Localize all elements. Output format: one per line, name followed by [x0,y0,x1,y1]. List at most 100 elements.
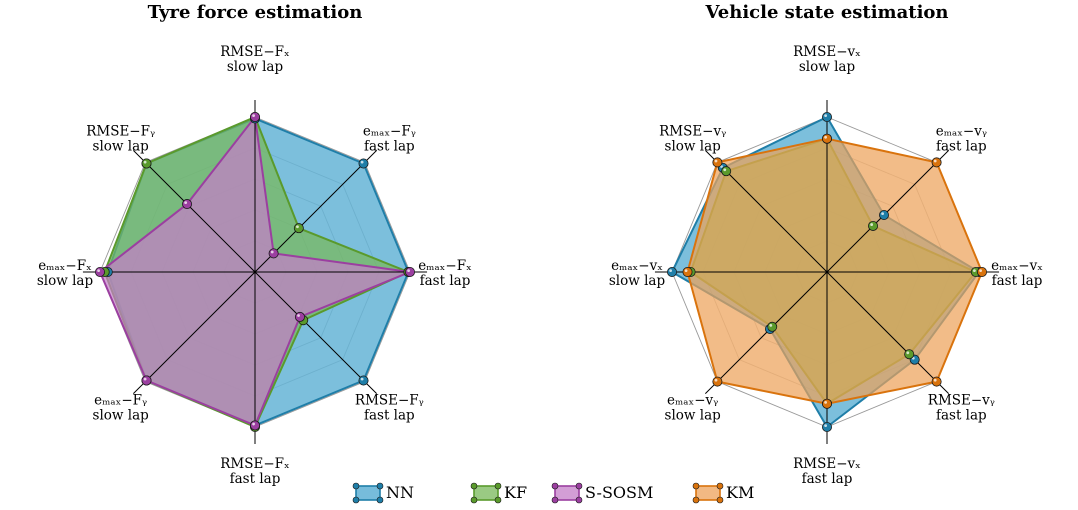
axis-line [826,271,950,395]
data-point-highlight [769,324,773,327]
data-point-s-sosm [249,112,260,123]
legend-marker [692,482,700,490]
axis-label-metric: eₘₐₓ−vₓ [991,258,1043,274]
data-point-highlight [297,314,300,317]
axis-label-lap: fast lap [420,273,471,289]
legend-marker [551,482,559,490]
data-point-s-sosm [294,311,305,322]
legend-label-nn: NN [386,483,414,502]
data-point-highlight [184,201,188,205]
data-point-km [712,157,723,168]
axis-line [132,271,256,395]
data-point-highlight [933,159,937,163]
axis-label-metric: eₘₐₓ−Fᵧ [94,392,147,408]
legend-marker [575,496,583,504]
legend-swatch-km [695,485,721,501]
data-point-highlight [97,269,100,272]
axis-label-lap: slow lap [799,59,855,75]
data-point-nn [358,375,369,386]
axis-label-metric: eₘₐₓ−vₓ [611,258,663,274]
data-point-highlight [360,377,364,381]
series-area-km [686,137,983,405]
data-point-kf [904,349,915,360]
axis-label-lap: fast lap [802,471,853,487]
data-point-highlight [824,400,827,404]
legend-marker [575,482,583,490]
axis-line [254,271,378,395]
legend-marker [716,496,724,504]
legend-label-kf: KF [504,483,527,502]
data-point-highlight [270,250,274,254]
axis-label-lap: slow lap [37,273,93,289]
data-point-nn [822,421,833,432]
data-point-s-sosm [141,375,152,386]
data-point-highlight [906,351,910,355]
data-point-nn [878,210,889,221]
axis-label-lap: fast lap [936,407,987,423]
data-point-highlight [973,269,976,272]
chart-title-tyre: Tyre force estimation [148,2,363,23]
data-point-km [682,266,693,277]
data-point-kf [293,223,304,234]
legend-marker [551,496,559,504]
legend-marker [494,496,502,504]
data-point-nn [822,112,833,123]
legend-marker [376,496,384,504]
data-point-km [977,266,988,277]
axis-label-lap: slow lap [665,139,721,155]
axis-label-lap: fast lap [936,139,987,155]
data-point-nn [667,266,678,277]
data-point-highlight [407,269,410,272]
legend-marker [352,482,360,490]
axis-line [704,271,828,395]
axis-label-lap: slow lap [665,407,721,423]
axis-line [132,149,256,273]
data-point-highlight [143,377,147,381]
data-point-km [822,133,833,144]
data-point-nn [358,158,369,169]
axis-label-metric: RMSE−vᵧ [659,124,726,140]
legend-marker [470,482,478,490]
data-point-highlight [252,422,256,426]
axis-label-metric: eₘₐₓ−vᵧ [667,392,718,408]
legend-marker [352,496,360,504]
data-point-highlight [296,225,299,229]
axis-label-metric: RMSE−vᵧ [928,392,995,408]
axis-label-metric: RMSE−Fᵧ [355,392,424,408]
data-point-highlight [933,378,937,382]
data-point-km [931,157,942,168]
data-point-s-sosm [268,248,279,259]
legend-marker [716,482,724,490]
data-point-highlight [360,160,364,164]
axis-label-lap: fast lap [364,139,415,155]
chart-title-vehicle: Vehicle state estimation [704,2,948,23]
legend: NN KF S-SOSM KM [352,482,754,504]
axis-label-lap: slow lap [609,273,665,289]
data-point-highlight [723,168,727,172]
legend-swatch-nn [355,485,381,501]
legend-label-s-sosm: S-SOSM [585,483,653,502]
axis-label-lap: fast lap [230,471,281,487]
data-point-highlight [881,212,884,216]
data-point-highlight [824,135,827,139]
data-point-highlight [870,223,874,226]
data-point-highlight [824,114,827,117]
data-point-s-sosm [249,420,260,431]
data-point-highlight [714,378,718,382]
data-point-km [712,376,723,387]
data-point-highlight [714,159,718,163]
axis-label-lap: fast lap [992,273,1043,289]
data-point-kf [767,321,778,332]
data-point-s-sosm [95,266,106,277]
data-point-highlight [824,424,827,427]
data-point-kf [721,166,732,177]
data-point-s-sosm [182,199,193,210]
axis-label-metric: RMSE−vₓ [793,44,861,60]
axis-line [826,149,950,273]
axis-label-metric: eₘₐₓ−Fₓ [38,258,92,274]
data-point-highlight [143,160,147,164]
data-point-highlight [252,114,256,117]
axis-label-metric: RMSE−Fᵧ [86,124,155,140]
axis-label-metric: eₘₐₓ−Fᵧ [363,124,416,140]
